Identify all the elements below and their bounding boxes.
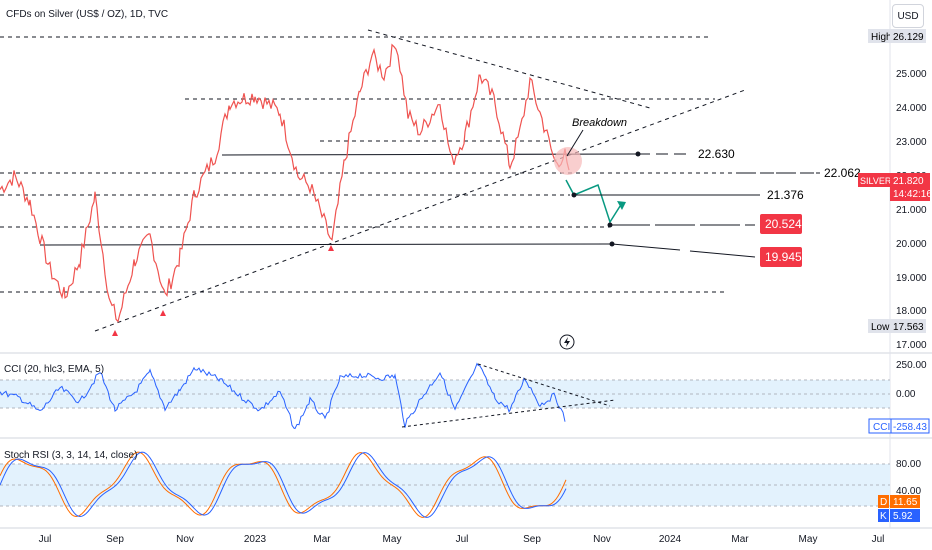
time-tick: Mar [313,534,331,545]
stoch-label: Stoch RSI (3, 3, 14, 14, close) [4,450,137,461]
cci-badge-value: -258.43 [893,422,927,433]
stoch-tick-40: 40.00 [896,486,921,497]
stoch-d-value: 11.65 [893,497,918,508]
cci-series [0,362,566,430]
time-tick: May [383,534,402,545]
price-series [0,43,570,323]
chart-title: CFDs on Silver (US$ / OZ), 1D, TVC [6,9,169,20]
stoch-tick-80: 80.00 [896,459,921,470]
symbol-time: 14:42:16 [893,189,932,200]
time-tick: Nov [593,534,611,545]
time-tick: Sep [523,534,541,545]
projection-arrow [565,179,623,224]
price-tick: 25.000 [896,69,927,80]
stoch-k-value: 5.92 [893,511,913,522]
price-tick: 23.000 [896,137,927,148]
price-axis: 25.00024.00023.00022.00021.00020.00019.0… [896,69,927,351]
low-label: Low [871,322,890,333]
time-tick: Jul [456,534,469,545]
symbol-label: SILVER [860,176,892,186]
time-tick: 2024 [659,534,682,545]
svg-text:CCI: CCI [873,422,890,433]
high-label: High [871,32,892,43]
cci-label: CCI (20, hlc3, EMA, 5) [4,364,104,375]
time-tick: May [799,534,818,545]
stoch-d-series [0,451,567,518]
arrow-head-icon [617,201,626,210]
price-tick: 21.000 [896,205,927,216]
price-tick: 19.000 [896,273,927,284]
low-value: 17.563 [893,322,924,333]
dashed-guides [0,29,820,332]
high-value: 26.129 [893,32,924,43]
level-20524: 20.524 [765,217,802,231]
cci-tick-0: 0.00 [896,389,916,400]
level-19945: 19.945 [765,250,802,264]
breakdown-pointer [566,129,584,157]
level-markers: 22.630 22.062 21.376 20.524 19.945 [571,147,861,267]
price-tick: 20.000 [896,239,927,250]
level-21376: 21.376 [767,188,804,202]
breakdown-highlight [554,147,582,175]
time-axis: Jul Sep Nov 2023 Mar May Jul Sep Nov 2024 Mar May Ju… [39,534,885,545]
time-tick: Sep [106,534,124,545]
symbol-price: 21.820 [893,176,924,187]
cci-trendlines [401,363,616,428]
price-tick: 17.000 [896,340,927,351]
time-tick: Jul [872,534,885,545]
stoch-k-name: K [880,511,887,522]
price-tick: 24.000 [896,103,927,114]
time-tick: Nov [176,534,194,545]
price-tick: 18.000 [896,306,927,317]
breakdown-label: Breakdown [572,117,627,129]
currency-button[interactable]: USD [892,4,924,28]
stoch-k-series [0,451,567,518]
level-22630: 22.630 [698,147,735,161]
pivot-arrows [112,245,334,336]
time-tick: Jul [39,534,52,545]
level-22062: 22.062 [824,166,861,180]
stoch-d-name: D [880,497,887,508]
time-tick: 2023 [244,534,267,545]
cci-tick-250: 250.00 [896,360,927,371]
time-tick: Mar [731,534,749,545]
lightning-icon[interactable] [559,334,575,350]
